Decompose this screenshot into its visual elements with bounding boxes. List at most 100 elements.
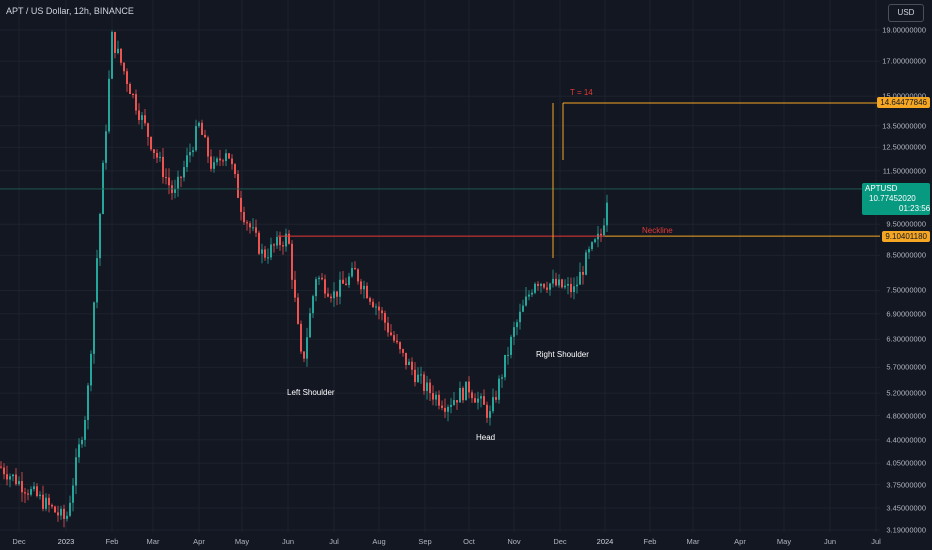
- candle-body: [384, 313, 386, 323]
- candle-body: [21, 481, 23, 493]
- candle-body: [357, 269, 359, 282]
- candle-body: [495, 397, 497, 400]
- candle-body: [510, 336, 512, 355]
- time-tick: Feb: [105, 537, 119, 546]
- price-tick: 3.75000000: [886, 480, 926, 490]
- candle-body: [516, 322, 518, 328]
- candle-body: [423, 374, 425, 391]
- price-tick: 13.50000000: [882, 121, 926, 131]
- price-tick: 4.40000000: [886, 435, 926, 445]
- candle-body: [309, 313, 311, 338]
- head-label: Head: [476, 433, 496, 442]
- candle-body: [54, 506, 56, 513]
- currency-button[interactable]: USD: [888, 4, 924, 22]
- candle-body: [27, 493, 29, 495]
- candle-body: [315, 279, 317, 297]
- price-tick: 8.50000000: [886, 250, 926, 260]
- bar-countdown: 01:23:56: [899, 204, 931, 213]
- time-tick: Dec: [553, 537, 567, 546]
- candle-body: [453, 400, 455, 405]
- chart-grid: [0, 0, 880, 532]
- candle-body: [162, 156, 164, 178]
- neckline-label: Neckline: [642, 226, 673, 235]
- candle-body: [570, 283, 572, 293]
- candle-body: [192, 150, 194, 153]
- candle-body: [237, 174, 239, 198]
- candle-body: [180, 176, 182, 178]
- price-tick: 4.05000000: [886, 458, 926, 468]
- time-tick: Oct: [463, 537, 475, 546]
- candle-body: [387, 322, 389, 333]
- candle-body: [42, 494, 44, 509]
- candle-body: [537, 283, 539, 286]
- price-tick: 15.00000000: [882, 92, 926, 101]
- candle-body: [279, 237, 281, 246]
- candle-body: [405, 352, 407, 365]
- candle-body: [579, 271, 581, 285]
- candle-body: [72, 485, 74, 503]
- candle-body: [69, 502, 71, 516]
- candle-body: [465, 381, 467, 401]
- candle-body: [354, 268, 356, 270]
- candle-body: [420, 374, 422, 376]
- candle-body: [6, 474, 8, 480]
- candle-body: [126, 71, 128, 85]
- price-tick: 3.45000000: [886, 503, 926, 513]
- candle-body: [303, 351, 305, 359]
- candle-body: [264, 249, 266, 258]
- candle-body: [351, 268, 353, 277]
- candles: [0, 30, 608, 528]
- candle-body: [144, 115, 146, 124]
- candle-body: [225, 153, 227, 162]
- candle-body: [324, 279, 326, 294]
- candle-body: [432, 393, 434, 400]
- time-tick: Mar: [686, 537, 700, 546]
- candle-body: [594, 239, 596, 243]
- candle-body: [600, 233, 602, 236]
- candle-body: [564, 285, 566, 288]
- candle-body: [360, 281, 362, 290]
- candle-body: [63, 508, 65, 519]
- candle-body: [231, 158, 233, 165]
- target-label: T = 14: [570, 88, 593, 97]
- candle-body: [234, 164, 236, 175]
- candle-body: [492, 397, 494, 412]
- price-tick: 6.30000000: [886, 334, 926, 344]
- candle-body: [141, 115, 143, 120]
- candle-body: [105, 131, 107, 163]
- time-tick: 2023: [57, 537, 75, 546]
- candle-body: [603, 225, 605, 236]
- price-tick: 3.19000000: [886, 525, 926, 535]
- candle-body: [93, 302, 95, 354]
- candle-body: [258, 232, 260, 254]
- candle-body: [48, 497, 50, 505]
- candle-body: [66, 515, 68, 519]
- candle-body: [87, 385, 89, 420]
- candle-body: [576, 284, 578, 287]
- candle-body: [51, 504, 53, 507]
- candle-body: [498, 378, 500, 400]
- candle-body: [528, 294, 530, 297]
- candle-body: [285, 233, 287, 247]
- candle-body: [549, 283, 551, 290]
- candle-body: [243, 212, 245, 223]
- candle-body: [399, 342, 401, 350]
- candle-body: [312, 296, 314, 314]
- candle-body: [15, 474, 17, 485]
- candle-body: [177, 176, 179, 189]
- candle-body: [429, 382, 431, 394]
- candle-body: [198, 122, 200, 127]
- candle-body: [582, 271, 584, 275]
- time-tick: May: [234, 537, 250, 546]
- candle-body: [129, 84, 131, 95]
- candle-body: [507, 354, 509, 356]
- candle-body: [456, 400, 458, 403]
- target-price-badge: 14.64477846: [877, 97, 930, 108]
- candle-body: [57, 512, 59, 516]
- candle-body: [240, 197, 242, 213]
- candle-body: [99, 213, 101, 259]
- candle-body: [267, 257, 269, 259]
- candle-body: [147, 123, 149, 137]
- candle-body: [156, 152, 158, 158]
